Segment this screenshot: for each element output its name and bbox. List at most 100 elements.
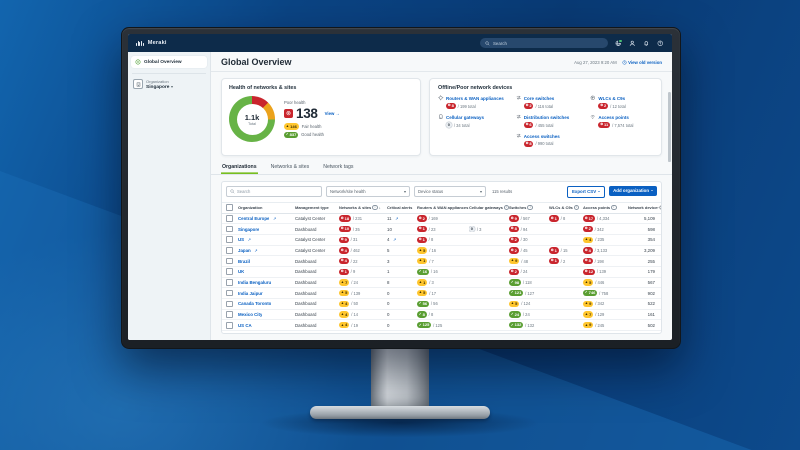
organization-link[interactable]: UK [238, 269, 245, 275]
status-globe-icon[interactable] [615, 38, 623, 47]
networks-badge: ⊗ 4 [339, 247, 349, 254]
switches-badge: ⊗ 8 [509, 225, 519, 233]
critical-alerts-cell: 0 [387, 312, 390, 318]
aps-badge: ⊗ 2 [583, 225, 593, 233]
info-icon[interactable]: i [573, 204, 580, 211]
organization-link[interactable]: Singapore [238, 226, 260, 232]
organization-link[interactable]: US CA [238, 322, 252, 328]
poor-health-label: Poor health [284, 100, 306, 106]
device-type-link[interactable]: Cellular gateways [446, 114, 485, 120]
bell-icon[interactable] [643, 40, 650, 47]
row-checkbox[interactable] [226, 289, 233, 297]
external-link-icon: ↗ [247, 238, 251, 243]
organization-link[interactable]: Canada Toronto [238, 301, 272, 307]
device-type-link[interactable]: Access switches [523, 133, 560, 139]
organization-link[interactable]: India Jaipur [238, 290, 263, 296]
switches-badge: ▲ 9 [509, 257, 520, 265]
row-checkbox[interactable] [226, 300, 233, 308]
column-header-switches: Switches i [509, 204, 549, 211]
networks-sites-cell: ▲ 4/ 19 [339, 322, 359, 329]
row-checkbox[interactable] [226, 247, 233, 254]
wlcs-badge: ⊗ 1 [549, 257, 559, 265]
aps-badge: ⊗ 17 [583, 215, 595, 222]
networks-sites-cell: ▲ 4/ 14 [339, 311, 359, 318]
scrollbar[interactable] [668, 92, 671, 162]
info-icon[interactable]: i [611, 204, 617, 211]
organization-link[interactable]: US NY [238, 333, 251, 334]
routers-badge: ✓ 125 [417, 322, 432, 329]
aps-badge: ⊗ 4 [583, 247, 593, 254]
add-organization-button[interactable]: Add organization [609, 185, 657, 196]
device-type-link[interactable]: Routers & WAN appliances [446, 95, 504, 101]
user-icon[interactable] [629, 40, 636, 47]
access-points-cell: ✓ 746/ 758 [583, 289, 609, 297]
routers-badge: ⊗ 2 [417, 215, 427, 222]
aps-badge: ⊗ 8 [583, 257, 593, 265]
switches-cell: ▲ 5/ 124 [509, 300, 531, 308]
critical-alerts-cell: 4 ↗ [387, 237, 397, 243]
external-link-icon: ↗ [272, 216, 277, 221]
table-settings-gear-icon[interactable] [658, 205, 661, 211]
export-csv-button[interactable]: Export CSV [566, 185, 606, 198]
organization-link[interactable]: Japan [238, 247, 251, 253]
device-type-link[interactable]: WLCs & C9s [598, 95, 626, 101]
column-header-gear[interactable] [658, 205, 661, 211]
organization-icon [133, 79, 143, 89]
row-checkbox[interactable] [226, 332, 233, 334]
column-header-cellular-gateways: Cellular gateways i [469, 204, 509, 211]
access-points-cell: ⊗ 4/ 3,133 [583, 247, 608, 254]
tab-organizations[interactable]: Organizations [221, 161, 258, 174]
aps-badge: ▲9 [583, 332, 594, 334]
organization-link[interactable]: Mexico City [238, 312, 263, 318]
row-checkbox[interactable] [226, 279, 233, 286]
device-type-link[interactable]: Access points [598, 114, 629, 120]
network-devices-count: 567 [647, 279, 655, 285]
switches-badge: ⊗ 9 [509, 215, 519, 222]
networks-badge: ⊗ 9 [339, 236, 349, 243]
row-checkbox[interactable] [226, 268, 233, 276]
switches-cell: ✓ 98/ 118 [509, 279, 532, 286]
organization-link[interactable]: Central Europe [238, 215, 270, 221]
row-checkbox[interactable] [226, 215, 233, 222]
row-checkbox[interactable] [226, 236, 233, 244]
cellular-icon [438, 114, 444, 121]
management-type: Dashboard [295, 301, 317, 307]
table-search-input[interactable]: Search [226, 186, 322, 197]
device-type-link[interactable]: Core switches [523, 95, 555, 101]
row-checkbox[interactable] [226, 311, 233, 318]
organization-name: Singapore [146, 85, 174, 90]
aps-badge: ▲ 5 [583, 279, 594, 286]
select-all-checkbox[interactable] [226, 204, 233, 211]
fair-health-label: Fair health [301, 123, 322, 129]
view-link[interactable]: View → [324, 111, 340, 117]
sort-descending-icon[interactable]: ↓ [378, 205, 381, 210]
critical-alerts-cell: 10 [387, 226, 392, 232]
row-checkbox[interactable] [226, 257, 233, 265]
device-type-link[interactable]: Distribution switches [523, 114, 570, 120]
network-site-health-filter[interactable]: Network/site health [326, 186, 410, 197]
help-icon[interactable] [657, 40, 664, 47]
view-old-version-link[interactable]: View old version [622, 60, 662, 65]
switches-cell: ▲ 9/ 48 [509, 257, 529, 265]
organization-link[interactable]: India Bengaluru [238, 279, 272, 285]
meraki-logo: Meraki [136, 40, 167, 46]
organization-link[interactable]: Brazil [238, 258, 250, 264]
row-checkbox[interactable] [226, 225, 233, 233]
sidebar-item-global-overview[interactable]: Global Overview [131, 56, 207, 68]
info-icon[interactable]: i [503, 204, 509, 211]
info-icon[interactable]: i [372, 204, 378, 211]
tab-network-tags[interactable]: Network tags [323, 164, 354, 170]
row-checkbox[interactable] [226, 321, 233, 329]
network-devices-count: 522 [647, 301, 655, 307]
sidebar-organization-selector[interactable]: Organization Singapore [128, 79, 210, 90]
organization-link[interactable]: US [238, 237, 245, 243]
routers-cell: ✓ 125/ 125 [417, 322, 443, 329]
routers-badge: ✓ 8 [417, 311, 427, 318]
access-points-cell: ▲ 4/ 235 [583, 236, 605, 243]
table-row: UK Dashboard ⊗ 1/ 9 1 ✓ 16/ 16 ⊗ 2/ 24 ⊗ 12/ 139 17… [222, 267, 661, 278]
tab-networks-sites[interactable]: Networks & sites [270, 164, 310, 170]
switches-cell: ✓ 121/ 127 [509, 289, 535, 297]
info-icon[interactable]: i [527, 204, 533, 211]
device-status-filter[interactable]: Device status [414, 186, 486, 197]
global-search-input[interactable]: Search [480, 38, 608, 48]
